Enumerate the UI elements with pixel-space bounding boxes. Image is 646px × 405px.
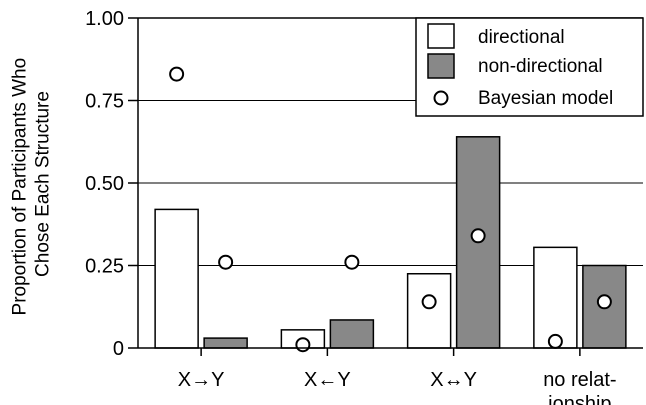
bar-non-directional	[329, 319, 375, 349]
model-marker-directional	[295, 337, 311, 353]
x-category-label: ionship	[548, 393, 611, 405]
model-marker-non-directional	[344, 254, 360, 270]
y-tick-labels: 0 0.25 0.50 0.75 1.00	[85, 8, 124, 360]
model-marker-directional	[547, 333, 563, 349]
legend-label-directional: directional	[478, 27, 565, 48]
legend-label-bayesian: Bayesian model	[478, 88, 613, 109]
y-tick-label: 1.00	[85, 8, 124, 30]
legend-swatch-non-directional	[427, 53, 455, 79]
legend-swatch-directional	[427, 23, 455, 49]
legend-marker-bayesian	[433, 90, 449, 106]
y-tick-label: 0.50	[85, 173, 124, 195]
grid-lines	[138, 100, 643, 266]
model-marker-non-directional	[218, 254, 234, 270]
model-marker-non-directional	[470, 228, 486, 244]
x-category-label: X↔Y	[430, 369, 477, 391]
x-category-label: X←Y	[304, 369, 351, 391]
legend-label-non-directional: non-directional	[478, 56, 603, 77]
x-category-label: X→Y	[178, 369, 225, 391]
bar-directional	[533, 246, 578, 349]
x-category-labels: X→Y X←Y X↔Y no relat-ionship	[178, 369, 617, 405]
bar-directional	[154, 208, 199, 349]
model-marker-directional	[169, 66, 185, 82]
x-category-label: no relat-	[543, 369, 616, 391]
bar-directional	[406, 273, 452, 349]
y-axis-label: Proportion of Participants Who Chose Eac…	[10, 53, 54, 316]
y-tick-label: 0.25	[85, 256, 124, 278]
legend: directional non-directional Bayesian mod…	[415, 17, 644, 117]
y-tick-label: 0.75	[85, 91, 124, 113]
model-marker-directional	[421, 294, 437, 310]
y-axis-label-line-2: Chose Each Structure	[32, 91, 53, 277]
model-marker-non-directional	[596, 294, 612, 310]
bar-non-directional	[203, 337, 248, 349]
bars	[154, 136, 627, 349]
y-axis-label-line-1: Proportion of Participants Who	[10, 58, 31, 316]
y-tick-label: 0	[113, 338, 124, 360]
